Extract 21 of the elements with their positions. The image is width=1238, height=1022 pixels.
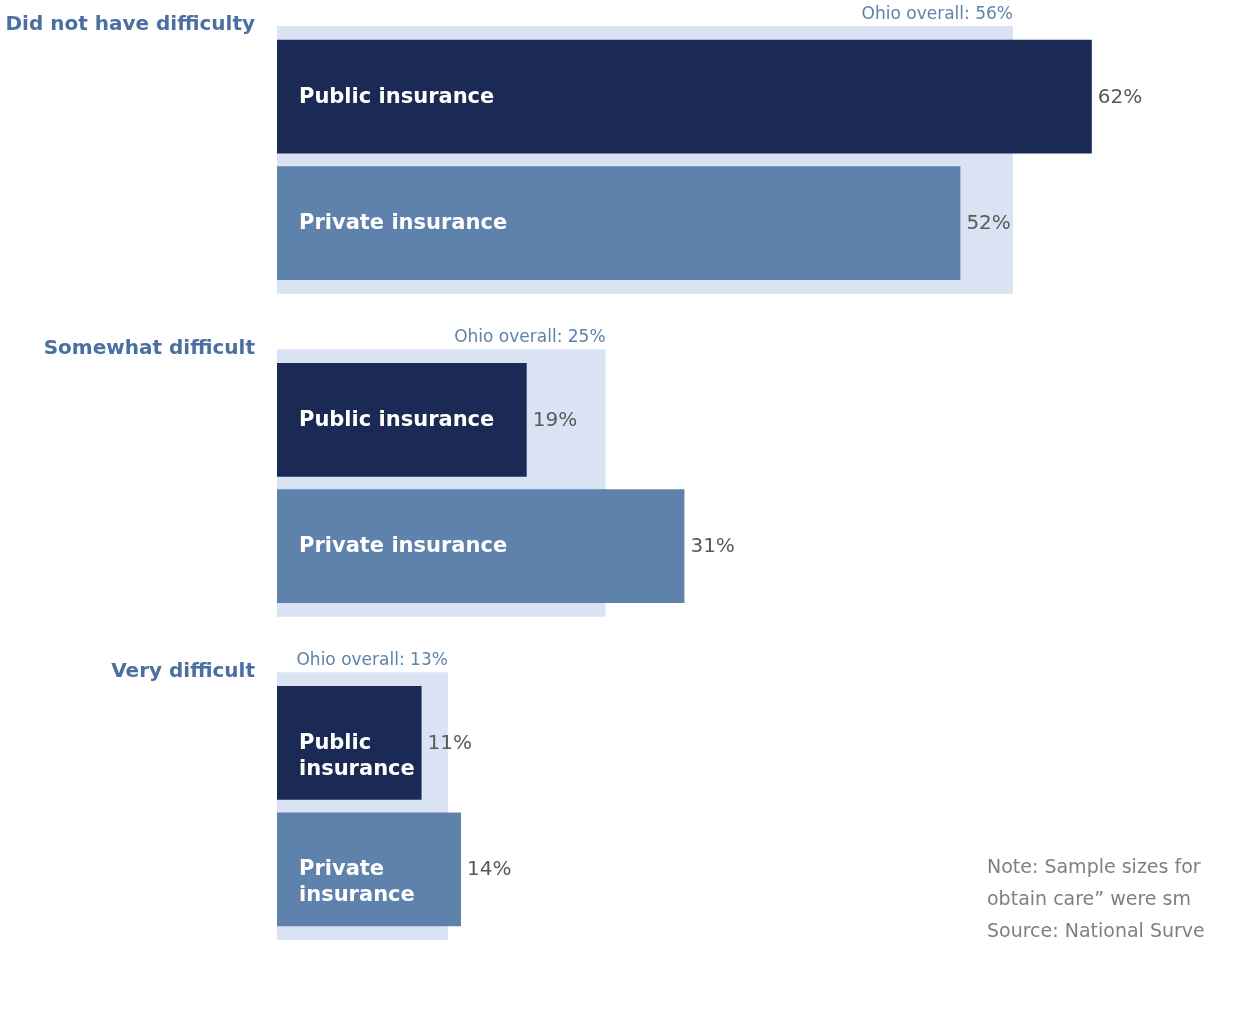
- data-label: 52%: [966, 210, 1011, 235]
- text: Private insurance: [299, 210, 508, 235]
- data-label: 62%: [1097, 83, 1143, 108]
- text: Private insurance: [299, 533, 508, 558]
- series-label: Public insurance: [299, 729, 415, 780]
- y-tick-label: Very difficult: [111, 657, 256, 682]
- annotation: obtain care” were sm: [987, 887, 1191, 909]
- text: Ohio overall: 56%: [861, 3, 1013, 24]
- data-label: 14%: [466, 856, 512, 881]
- text: Ohio overall: 13%: [296, 649, 448, 670]
- data-label: 11%: [427, 729, 473, 754]
- annotation: Source: National Surve: [987, 919, 1205, 941]
- text: Public insurance: [299, 406, 495, 431]
- y-tick-label: Somewhat difficult: [43, 334, 256, 359]
- text: Public insurance: [299, 83, 495, 108]
- text: Ohio overall: 25%: [454, 326, 606, 347]
- series-label: Private insurance: [299, 856, 415, 907]
- data-label: 31%: [690, 533, 735, 558]
- data-label: 19%: [532, 406, 578, 431]
- y-tick-label: Did not have difficulty: [5, 11, 255, 36]
- annotation: Note: Sample sizes for: [987, 855, 1201, 877]
